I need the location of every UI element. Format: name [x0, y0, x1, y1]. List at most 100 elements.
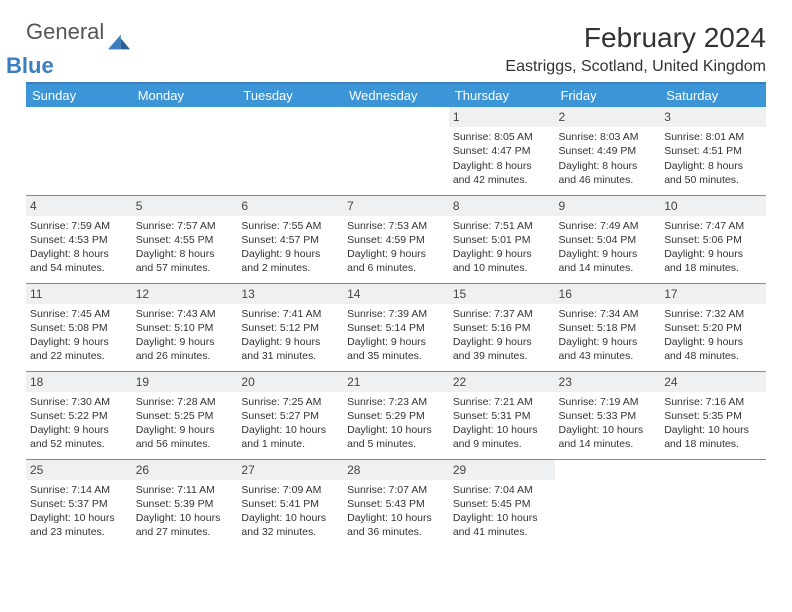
calendar-day-cell: 7Sunrise: 7:53 AMSunset: 4:59 PMDaylight…: [343, 195, 449, 283]
sunset-text: Sunset: 5:33 PM: [559, 409, 657, 423]
day-number: 8: [449, 196, 555, 216]
day-number: 5: [132, 196, 238, 216]
daylight-line2: and 22 minutes.: [30, 349, 128, 363]
daylight-line2: and 18 minutes.: [664, 437, 762, 451]
daylight-line2: and 31 minutes.: [241, 349, 339, 363]
sunrise-text: Sunrise: 7:43 AM: [136, 307, 234, 321]
day-number: 14: [343, 284, 449, 304]
daylight-line1: Daylight: 10 hours: [453, 511, 551, 525]
sunset-text: Sunset: 5:43 PM: [347, 497, 445, 511]
sunrise-text: Sunrise: 7:39 AM: [347, 307, 445, 321]
sunrise-text: Sunrise: 7:11 AM: [136, 483, 234, 497]
sunrise-text: Sunrise: 7:41 AM: [241, 307, 339, 321]
calendar-day-cell: 2Sunrise: 8:03 AMSunset: 4:49 PMDaylight…: [555, 107, 661, 195]
daylight-line1: Daylight: 9 hours: [347, 247, 445, 261]
sunset-text: Sunset: 5:41 PM: [241, 497, 339, 511]
daylight-line2: and 27 minutes.: [136, 525, 234, 539]
day-number: 12: [132, 284, 238, 304]
calendar-empty-cell: [26, 107, 132, 195]
calendar-weekday-header: SundayMondayTuesdayWednesdayThursdayFrid…: [26, 84, 766, 107]
calendar-day-cell: 14Sunrise: 7:39 AMSunset: 5:14 PMDayligh…: [343, 283, 449, 371]
brand-logo-text: General Blue: [26, 22, 104, 62]
daylight-line1: Daylight: 9 hours: [347, 335, 445, 349]
sunset-text: Sunset: 4:49 PM: [559, 144, 657, 158]
calendar-page: General Blue February 2024 Eastriggs, Sc…: [0, 0, 792, 557]
sunrise-text: Sunrise: 7:59 AM: [30, 219, 128, 233]
daylight-line1: Daylight: 10 hours: [453, 423, 551, 437]
daylight-line2: and 43 minutes.: [559, 349, 657, 363]
daylight-line2: and 10 minutes.: [453, 261, 551, 275]
calendar-day-cell: 9Sunrise: 7:49 AMSunset: 5:04 PMDaylight…: [555, 195, 661, 283]
month-title: February 2024: [505, 22, 766, 54]
daylight-line2: and 54 minutes.: [30, 261, 128, 275]
sunrise-text: Sunrise: 8:03 AM: [559, 130, 657, 144]
day-number: 1: [449, 107, 555, 127]
day-number: 26: [132, 460, 238, 480]
daylight-line1: Daylight: 8 hours: [30, 247, 128, 261]
sunset-text: Sunset: 4:55 PM: [136, 233, 234, 247]
brand-triangle-icon: [108, 34, 130, 50]
daylight-line1: Daylight: 10 hours: [664, 423, 762, 437]
calendar-empty-cell: [660, 459, 766, 547]
daylight-line2: and 23 minutes.: [30, 525, 128, 539]
sunrise-text: Sunrise: 7:28 AM: [136, 395, 234, 409]
sunset-text: Sunset: 5:37 PM: [30, 497, 128, 511]
sunrise-text: Sunrise: 8:01 AM: [664, 130, 762, 144]
calendar-day-cell: 19Sunrise: 7:28 AMSunset: 5:25 PMDayligh…: [132, 371, 238, 459]
calendar-day-cell: 15Sunrise: 7:37 AMSunset: 5:16 PMDayligh…: [449, 283, 555, 371]
day-number: 10: [660, 196, 766, 216]
calendar-day-cell: 6Sunrise: 7:55 AMSunset: 4:57 PMDaylight…: [237, 195, 343, 283]
day-number: 28: [343, 460, 449, 480]
location-text: Eastriggs, Scotland, United Kingdom: [505, 58, 766, 76]
daylight-line1: Daylight: 9 hours: [30, 335, 128, 349]
calendar-day-cell: 29Sunrise: 7:04 AMSunset: 5:45 PMDayligh…: [449, 459, 555, 547]
calendar-table: SundayMondayTuesdayWednesdayThursdayFrid…: [26, 84, 766, 547]
daylight-line1: Daylight: 10 hours: [347, 511, 445, 525]
calendar-day-cell: 16Sunrise: 7:34 AMSunset: 5:18 PMDayligh…: [555, 283, 661, 371]
calendar-day-cell: 20Sunrise: 7:25 AMSunset: 5:27 PMDayligh…: [237, 371, 343, 459]
calendar-day-cell: 3 Sunrise: 8:01 AMSunset: 4:51 PMDaylight…: [660, 107, 766, 195]
sunset-text: Sunset: 5:20 PM: [664, 321, 762, 335]
daylight-line1: Daylight: 9 hours: [664, 335, 762, 349]
sunset-text: Sunset: 4:53 PM: [30, 233, 128, 247]
daylight-line2: and 1 minute.: [241, 437, 339, 451]
calendar-week-row: 25Sunrise: 7:14 AMSunset: 5:37 PMDayligh…: [26, 459, 766, 547]
calendar-day-cell: 1Sunrise: 8:05 AMSunset: 4:47 PMDaylight…: [449, 107, 555, 195]
sunset-text: Sunset: 5:12 PM: [241, 321, 339, 335]
calendar-day-cell: 24Sunrise: 7:16 AMSunset: 5:35 PMDayligh…: [660, 371, 766, 459]
day-number: 18: [26, 372, 132, 392]
title-block: February 2024 Eastriggs, Scotland, Unite…: [505, 22, 766, 76]
sunrise-text: Sunrise: 7:49 AM: [559, 219, 657, 233]
daylight-line2: and 48 minutes.: [664, 349, 762, 363]
calendar-day-cell: 18Sunrise: 7:30 AMSunset: 5:22 PMDayligh…: [26, 371, 132, 459]
day-number: 3: [660, 107, 766, 127]
sunset-text: Sunset: 4:57 PM: [241, 233, 339, 247]
sunrise-text: Sunrise: 7:55 AM: [241, 219, 339, 233]
page-header: General Blue February 2024 Eastriggs, Sc…: [26, 22, 766, 76]
day-number: 19: [132, 372, 238, 392]
daylight-line1: Daylight: 8 hours: [664, 159, 762, 173]
sunrise-text: Sunrise: 7:25 AM: [241, 395, 339, 409]
daylight-line1: Daylight: 9 hours: [664, 247, 762, 261]
weekday-header-saturday: Saturday: [660, 84, 766, 107]
sunset-text: Sunset: 5:01 PM: [453, 233, 551, 247]
day-number: 25: [26, 460, 132, 480]
daylight-line2: and 32 minutes.: [241, 525, 339, 539]
calendar-week-row: 18Sunrise: 7:30 AMSunset: 5:22 PMDayligh…: [26, 371, 766, 459]
sunset-text: Sunset: 5:35 PM: [664, 409, 762, 423]
daylight-line1: Daylight: 9 hours: [136, 423, 234, 437]
day-number: 9: [555, 196, 661, 216]
day-number: 29: [449, 460, 555, 480]
sunrise-text: Sunrise: 7:23 AM: [347, 395, 445, 409]
daylight-line2: and 35 minutes.: [347, 349, 445, 363]
daylight-line2: and 56 minutes.: [136, 437, 234, 451]
day-number: 24: [660, 372, 766, 392]
day-number: 16: [555, 284, 661, 304]
weekday-header-thursday: Thursday: [449, 84, 555, 107]
daylight-line2: and 42 minutes.: [453, 173, 551, 187]
daylight-line2: and 26 minutes.: [136, 349, 234, 363]
sunset-text: Sunset: 4:51 PM: [664, 144, 762, 158]
sunset-text: Sunset: 5:06 PM: [664, 233, 762, 247]
weekday-header-monday: Monday: [132, 84, 238, 107]
calendar-day-cell: 11Sunrise: 7:45 AMSunset: 5:08 PMDayligh…: [26, 283, 132, 371]
